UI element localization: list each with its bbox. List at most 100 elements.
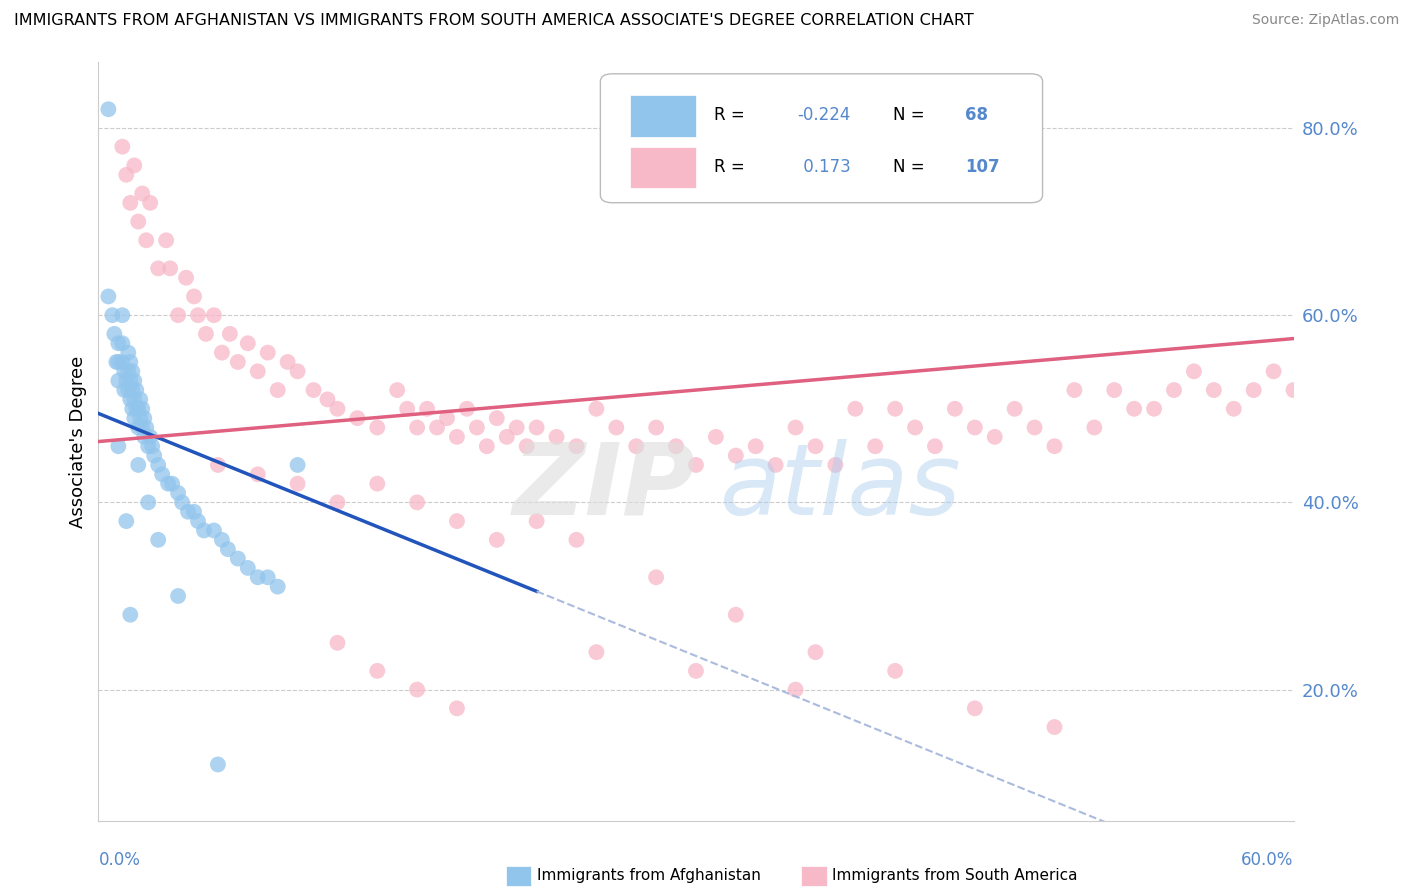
Point [143,449,166,463]
Text: Source: ZipAtlas.com: Source: ZipAtlas.com [1251,13,1399,28]
Point [117,383,139,397]
Point [236,336,259,351]
Point [495,430,517,444]
Point [785,682,807,697]
Point [217,542,239,557]
Point [287,458,309,472]
Point [546,430,568,444]
Point [287,364,309,378]
Text: 68: 68 [965,106,988,124]
Point [366,476,388,491]
Point [924,439,946,453]
Point [155,233,177,247]
Text: ZIP: ZIP [513,439,696,535]
Point [127,401,149,416]
Point [246,570,269,584]
Point [385,383,409,397]
Point [1282,383,1305,397]
Point [943,401,966,416]
Point [121,383,143,397]
Text: 60.0%: 60.0% [1241,851,1294,869]
Point [127,214,149,228]
Point [416,401,439,416]
Point [117,364,139,378]
Point [645,420,668,434]
Point [626,439,648,453]
Point [111,308,134,322]
Point [865,439,887,453]
Point [211,533,233,547]
Point [211,345,233,359]
Point [112,383,135,397]
Point [148,261,170,276]
Point [1043,720,1066,734]
Point [475,439,498,453]
Point [111,336,134,351]
Point [139,195,162,210]
Text: -0.224: -0.224 [797,106,851,124]
Point [174,270,197,285]
Point [605,420,627,434]
Point [139,430,162,444]
Point [745,439,768,453]
Point [150,467,173,482]
Point [202,308,225,322]
Point [565,533,588,547]
Point [136,495,159,509]
Point [136,439,159,453]
Point [112,364,135,378]
Point [565,439,588,453]
Point [129,392,152,407]
Point [884,664,907,678]
Point [207,458,229,472]
Point [267,580,290,594]
Point [107,374,129,388]
Point [585,401,607,416]
Point [111,139,134,153]
Point [195,326,218,341]
Point [1063,383,1085,397]
Point [187,514,209,528]
Point [125,383,148,397]
Point [226,551,249,566]
Point [685,458,707,472]
Point [456,401,478,416]
Point [127,420,149,434]
Point [1024,420,1046,434]
Point [963,420,986,434]
Point [765,458,787,472]
Point [111,355,134,369]
Point [167,486,190,500]
Point [1123,401,1146,416]
Point [129,411,152,425]
Text: R =: R = [714,106,749,124]
Point [107,336,129,351]
Y-axis label: Associate's Degree: Associate's Degree [69,355,87,528]
Point [115,374,138,388]
Point [277,355,299,369]
Point [124,411,146,425]
Point [159,261,181,276]
Point [645,570,668,584]
Text: R =: R = [714,158,749,176]
Point [585,645,607,659]
Point [516,439,538,453]
Point [526,514,548,528]
Point [326,401,349,416]
Point [1223,401,1246,416]
Point [131,401,153,416]
Point [346,411,368,425]
Point [1104,383,1126,397]
Point [256,570,278,584]
Point [148,458,170,472]
Point [115,168,138,182]
Point [446,701,468,715]
Point [426,420,449,434]
Point [665,439,688,453]
Point [135,233,157,247]
Point [804,439,827,453]
Point [121,401,143,416]
Point [366,420,388,434]
Point [157,476,180,491]
Point [824,458,846,472]
